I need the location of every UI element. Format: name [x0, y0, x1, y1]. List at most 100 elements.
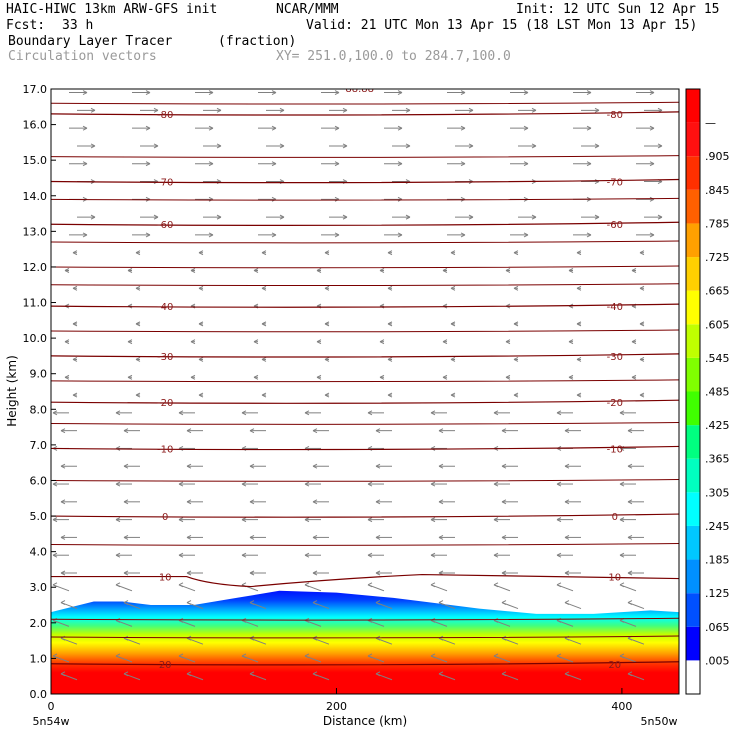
vector-arrowhead: [216, 143, 222, 149]
vector-arrowhead: [115, 653, 121, 659]
vector-arrowhead: [430, 552, 436, 558]
vector-arrowhead: [342, 143, 348, 149]
vector-arrowhead: [627, 600, 633, 606]
vector-arrowhead: [135, 285, 141, 291]
vector-arrowhead: [216, 214, 222, 220]
vector-arrowhead: [505, 339, 511, 345]
vector-arrowhead: [90, 107, 96, 113]
vector-arrowhead: [505, 268, 511, 273]
vector-arrowhead: [438, 534, 444, 540]
temperature-contour: [51, 111, 679, 116]
vector-arrowhead: [190, 268, 196, 273]
colorbar-label: .365: [705, 453, 730, 466]
vector-arrowhead: [249, 600, 255, 606]
vector-arrowhead: [649, 232, 655, 238]
contour-label: 10: [608, 573, 621, 584]
temperature-contour: [51, 513, 679, 518]
vector-arrowhead: [72, 250, 78, 256]
vector-arrowhead: [442, 268, 448, 273]
vector-arrowhead: [123, 534, 129, 540]
vector-arrowhead: [253, 374, 259, 380]
forecast-label: Fcst:: [6, 18, 46, 33]
x-tick-label: 400: [611, 700, 632, 713]
vector-arrowhead: [493, 653, 499, 659]
vector-arrowhead: [438, 600, 444, 606]
vector-arrowhead: [556, 653, 562, 659]
colorbar-segment: [686, 122, 700, 157]
vector-arrowhead: [379, 374, 385, 380]
temperature-contour: [51, 573, 679, 588]
vector-arrowhead: [60, 428, 66, 434]
vector-arrowhead: [649, 161, 655, 167]
colorbar-frame: [685, 88, 701, 695]
temperature-contour: [51, 661, 679, 666]
vector-arrowhead: [367, 410, 373, 416]
vector-arrowhead: [312, 671, 318, 677]
vector-arrowhead: [178, 653, 184, 659]
contour-label: -80: [157, 110, 173, 121]
vector-arrowhead: [186, 463, 192, 469]
vector-arrowhead: [367, 481, 373, 487]
vector-arrowhead: [198, 392, 204, 398]
vector-arrowhead: [556, 517, 562, 523]
vector-arrowhead: [639, 392, 645, 398]
vector-arrowhead: [123, 570, 129, 576]
colorbar-label: .305: [705, 486, 730, 499]
colorbar-segment: [686, 458, 700, 493]
vector-arrowhead: [505, 374, 511, 380]
vector-arrowhead: [249, 671, 255, 677]
vector-arrowhead: [261, 357, 267, 362]
vector-arrowhead: [60, 600, 66, 606]
colorbar-segment: [686, 290, 700, 325]
temperature-contour: [51, 155, 679, 158]
vector-arrowhead: [123, 428, 129, 434]
vector-arrowhead: [460, 125, 466, 131]
vector-arrowhead: [198, 321, 204, 327]
contour-label: 20: [159, 660, 172, 671]
vector-arrowhead: [430, 582, 436, 588]
vector-arrowhead: [82, 90, 88, 96]
vector-arrowhead: [405, 214, 411, 220]
vector-arrowhead: [576, 392, 582, 398]
temperature-contour: [51, 478, 679, 482]
tracer-field: [51, 590, 679, 694]
vector-arrowhead: [52, 552, 58, 558]
vector-arrowhead: [115, 410, 121, 416]
vector-arrowhead: [316, 374, 322, 380]
vector-arrowhead: [649, 125, 655, 131]
vector-arrowhead: [72, 357, 78, 362]
vector-arrowhead: [594, 107, 600, 113]
vector-arrowhead: [145, 232, 151, 238]
forecast-hour: 33 h: [62, 18, 94, 33]
vector-arrowhead: [60, 534, 66, 540]
vector-arrowhead: [64, 374, 70, 380]
vector-arrowhead: [501, 671, 507, 677]
vector-arrowhead: [375, 600, 381, 606]
y-tick-label: 6.0: [30, 474, 48, 487]
contour-label: -10: [157, 444, 173, 455]
temperature-contour: [51, 240, 679, 244]
vector-arrowhead: [52, 517, 58, 523]
temperature-contour: [51, 422, 679, 425]
vector-arrowhead: [178, 410, 184, 416]
vector-arrowhead: [324, 392, 330, 398]
vector-arrowhead: [198, 250, 204, 256]
vector-arrowhead: [52, 582, 58, 588]
vector-arrowhead: [72, 321, 78, 327]
contour-label: -40: [607, 302, 623, 313]
y-tick-label: 16.0: [23, 119, 48, 132]
vector-arrowhead: [430, 653, 436, 659]
contour-label: -80: [607, 110, 623, 121]
vector-arrowhead: [60, 463, 66, 469]
vector-arrowhead: [501, 534, 507, 540]
colorbar-segment: [686, 391, 700, 426]
vector-arrowhead: [564, 534, 570, 540]
y-tick-label: 14.0: [23, 190, 48, 203]
x-axis-title: Distance (km): [323, 714, 407, 728]
contour-label: -30: [157, 352, 173, 363]
colorbar-segment: [686, 257, 700, 291]
vector-arrowhead: [316, 339, 322, 345]
valid-time: Valid: 21 UTC Mon 13 Apr 15 (18 LST Mon …: [306, 18, 698, 33]
vector-arrowhead: [190, 339, 196, 345]
vector-arrowhead: [430, 410, 436, 416]
